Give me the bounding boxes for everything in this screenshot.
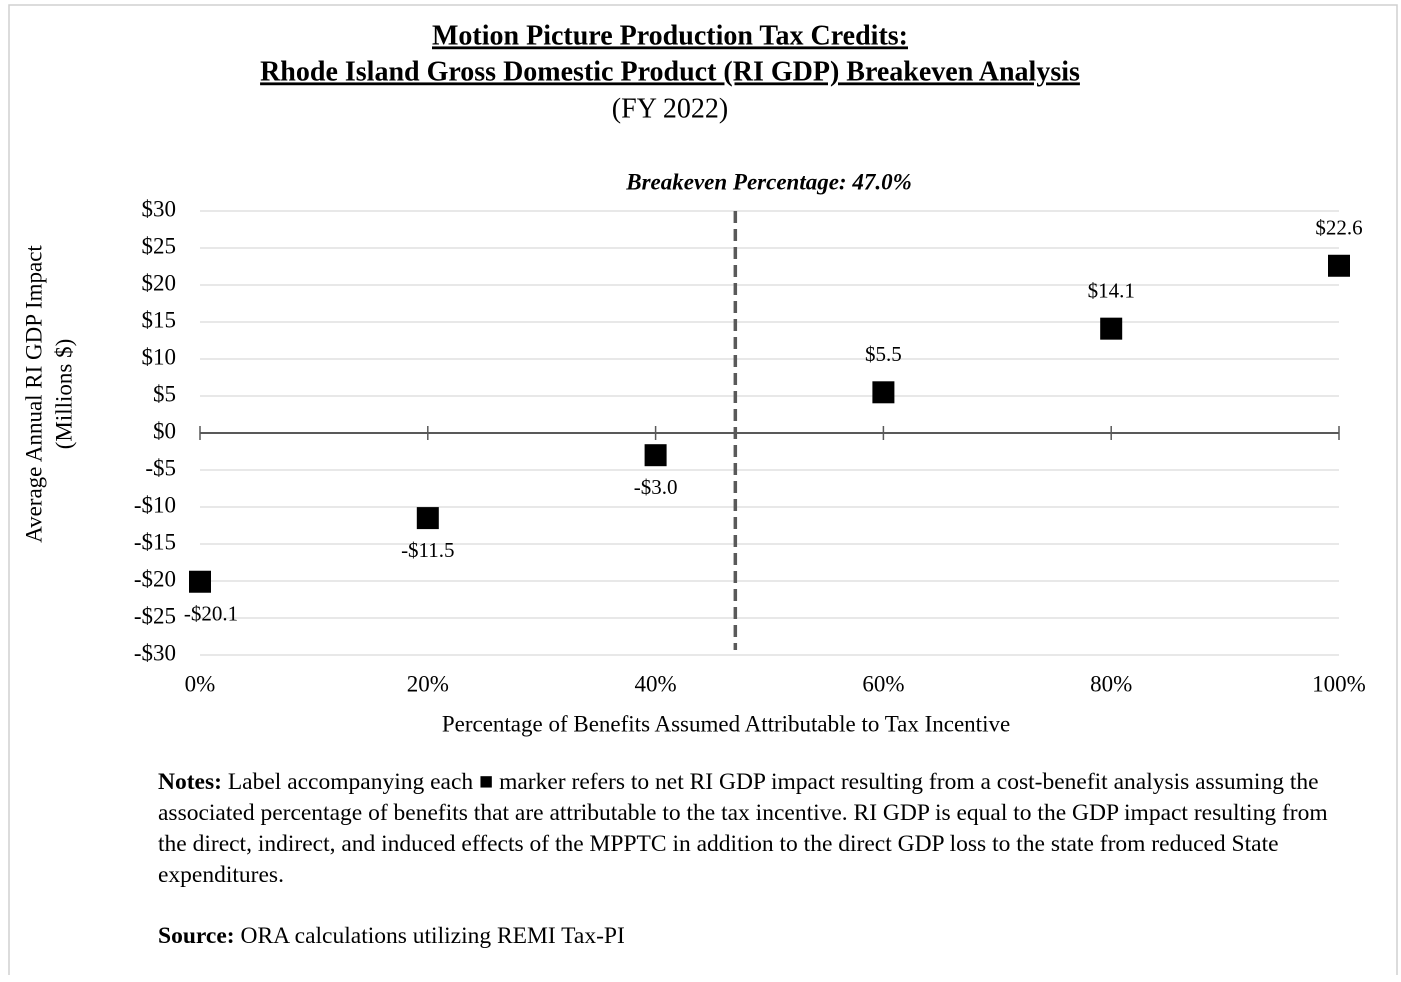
y-tick-label: -$15 — [134, 529, 176, 554]
y-tick-label: $20 — [142, 270, 177, 295]
x-tick-label: 40% — [635, 671, 677, 696]
data-label: $5.5 — [865, 342, 902, 366]
notes-label: Notes: — [158, 769, 222, 795]
notes-text: Label accompanying each ■ marker refers … — [158, 769, 1328, 888]
y-tick-label: $25 — [142, 233, 177, 258]
annotation: Breakeven Percentage: 47.0% — [625, 169, 912, 194]
chart-title: Rhode Island Gross Domestic Product (RI … — [260, 56, 1080, 87]
marker — [189, 570, 211, 593]
chart-title: Motion Picture Production Tax Credits: — [432, 20, 908, 51]
y-tick-label: $10 — [142, 344, 177, 369]
y-tick-label: -$10 — [134, 492, 176, 517]
data-label: $22.6 — [1315, 216, 1362, 240]
source-text: ORA calculations utilizing REMI Tax-PI — [240, 923, 625, 949]
notes-paragraph: Notes: Label accompanying each ■ marker … — [158, 767, 1358, 891]
x-tick-label: 0% — [185, 671, 216, 696]
marker — [644, 444, 667, 467]
y-tick-label: $5 — [153, 381, 176, 406]
y-tick-label: $15 — [142, 307, 177, 332]
x-tick-label: 20% — [407, 671, 449, 696]
x-tick-label: 100% — [1312, 671, 1366, 696]
y-tick-label: -$5 — [145, 455, 176, 480]
y-tick-label: $0 — [153, 418, 176, 443]
marker — [416, 507, 439, 530]
y-tick-label: -$25 — [134, 603, 176, 628]
marker — [1328, 254, 1350, 277]
y-tick-label: $30 — [142, 196, 177, 221]
source-paragraph: Source: ORA calculations utilizing REMI … — [158, 921, 1358, 952]
source-label: Source: — [158, 923, 235, 949]
x-axis-label: Percentage of Benefits Assumed Attributa… — [442, 711, 1010, 736]
y-axis-label: (Millions $) — [51, 339, 76, 450]
data-label: -$20.1 — [184, 602, 238, 626]
marker — [1100, 317, 1123, 340]
data-label: -$11.5 — [401, 538, 454, 562]
marker — [872, 381, 895, 404]
y-tick-label: -$20 — [134, 566, 176, 591]
data-label: -$3.0 — [634, 475, 678, 499]
data-label: $14.1 — [1088, 278, 1135, 302]
y-axis-label: Average Annual RI GDP Impact — [21, 245, 46, 543]
x-tick-label: 80% — [1090, 671, 1132, 696]
x-tick-label: 60% — [862, 671, 904, 696]
y-tick-label: -$30 — [134, 640, 176, 665]
frame — [8, 4, 1398, 975]
chart-subtitle: (FY 2022) — [612, 93, 728, 124]
notes: Notes: Label accompanying each ■ marker … — [158, 767, 1358, 982]
